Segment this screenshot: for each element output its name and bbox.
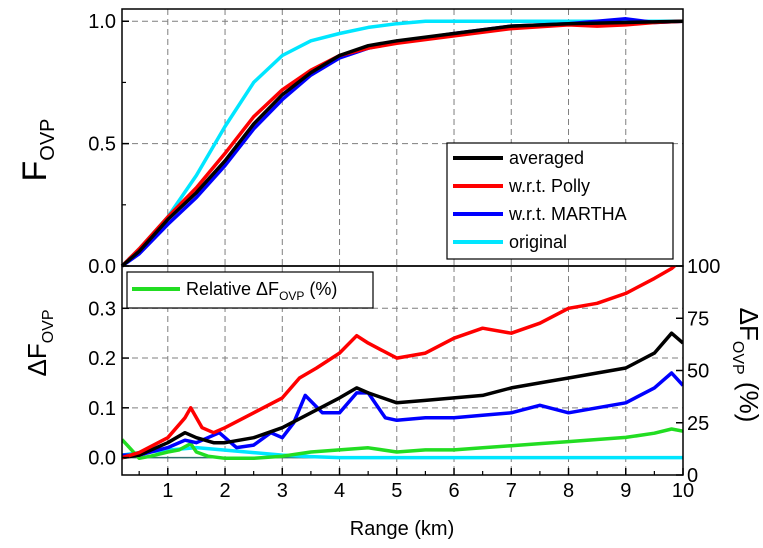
- right-y-tick-label: 0: [687, 465, 698, 487]
- legend-label: averaged: [509, 148, 584, 168]
- right-y-tick-label: 75: [687, 308, 709, 330]
- x-axis-title: Range (km): [350, 518, 454, 540]
- top-y-tick-label: 0.5: [88, 134, 116, 156]
- x-tick-label: 8: [563, 480, 574, 502]
- x-tick-label: 3: [277, 480, 288, 502]
- legend-label-part: OVP: [279, 289, 304, 303]
- top-y-tick-label: 1.0: [88, 11, 116, 33]
- x-tick-label: 7: [506, 480, 517, 502]
- top-y-axis-title-sub: OVP: [37, 118, 59, 160]
- bottom-legend: Relative ΔFOVP (%): [126, 271, 374, 309]
- x-tick-label: 9: [620, 480, 631, 502]
- top-series-averaged: [120, 19, 684, 268]
- bottom-y-tick-label: 0.2: [88, 348, 116, 370]
- x-tick-label: 2: [219, 480, 230, 502]
- bottom-series-w-r-t-martha: [122, 371, 683, 457]
- bottom-y-tick-label: 0.3: [88, 298, 116, 320]
- bottom-plot-frame: [121, 265, 684, 476]
- top-y-axis-title: FOVP: [16, 118, 59, 181]
- top-y-axis-title-main: F: [16, 161, 54, 182]
- legend-label-part: (%): [304, 279, 337, 299]
- legend-label: original: [509, 232, 567, 252]
- bottom-series-w-r-t-polly: [122, 266, 678, 460]
- x-tick-label: 1: [162, 480, 173, 502]
- bottom-y-tick-label: 0.1: [88, 398, 116, 420]
- bottom-y-tick-label: 0.0: [88, 448, 116, 470]
- top-legend-box: [446, 142, 674, 260]
- top-series-original: [120, 19, 683, 268]
- legend-label: w.r.t. MARTHA: [508, 204, 627, 224]
- right-y-axis-title-sub: OVP: [729, 341, 746, 375]
- top-y-tick-label: 0.0: [88, 256, 116, 278]
- legend-label-part: Relative ΔF: [186, 279, 279, 299]
- right-y-axis-title-main: ΔF: [734, 308, 763, 341]
- top-panel: 0.0 0.5 1.0 averaged w.r.t. Polly w.r.t. MART…: [88, 8, 684, 278]
- right-y-tick-label: 25: [687, 413, 709, 435]
- x-tick-label: 10: [672, 480, 694, 502]
- top-legend: averaged w.r.t. Polly w.r.t. MARTHA origina…: [446, 142, 674, 260]
- x-tick-label: 6: [448, 480, 459, 502]
- right-y-tick-label: 100: [687, 256, 720, 278]
- bottom-series-averaged: [122, 331, 683, 460]
- bottom-right-y-axis-title: ΔFOVP (%): [729, 308, 763, 423]
- x-tick-label: 4: [334, 480, 345, 502]
- right-y-axis-title-suffix: (%): [734, 375, 763, 423]
- x-tick-label: 5: [391, 480, 402, 502]
- bottom-y-axis-title-main: ΔF: [22, 343, 52, 376]
- bottom-panel: 0.0 0.1 0.2 0.3 0 25 50 75 100 1 2 3 4 5 6 7 8 9 10 Relativ…: [88, 256, 720, 502]
- bottom-y-axis-title: ΔFOVP: [22, 309, 57, 376]
- bottom-y-axis-title-sub: OVP: [40, 309, 57, 343]
- right-y-tick-label: 50: [687, 361, 709, 383]
- bottom-series-relative-fovp-: [122, 427, 683, 461]
- legend-label: Relative ΔFOVP (%): [186, 279, 337, 303]
- legend-label: w.r.t. Polly: [508, 176, 590, 196]
